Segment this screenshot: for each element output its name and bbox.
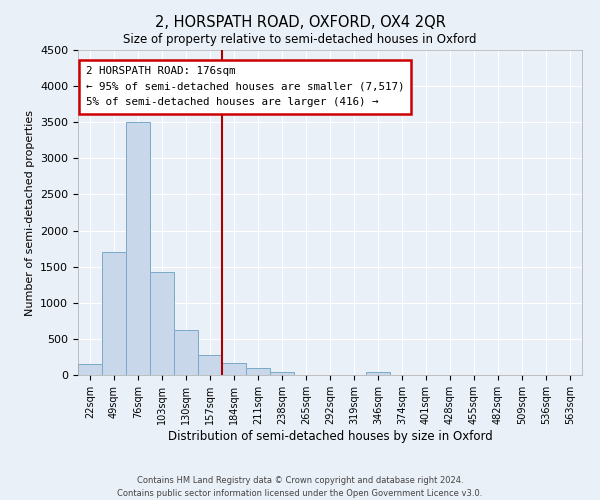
- X-axis label: Distribution of semi-detached houses by size in Oxford: Distribution of semi-detached houses by …: [167, 430, 493, 442]
- Text: 2, HORSPATH ROAD, OXFORD, OX4 2QR: 2, HORSPATH ROAD, OXFORD, OX4 2QR: [155, 15, 445, 30]
- Bar: [102, 252, 126, 375]
- Bar: [198, 355, 222, 375]
- Bar: [366, 372, 390, 375]
- Bar: [246, 368, 270, 375]
- Text: Contains HM Land Registry data © Crown copyright and database right 2024.
Contai: Contains HM Land Registry data © Crown c…: [118, 476, 482, 498]
- Text: Size of property relative to semi-detached houses in Oxford: Size of property relative to semi-detach…: [123, 32, 477, 46]
- Bar: [126, 122, 150, 375]
- Bar: [78, 364, 102, 375]
- Text: 2 HORSPATH ROAD: 176sqm
← 95% of semi-detached houses are smaller (7,517)
5% of : 2 HORSPATH ROAD: 176sqm ← 95% of semi-de…: [86, 66, 404, 108]
- Y-axis label: Number of semi-detached properties: Number of semi-detached properties: [25, 110, 35, 316]
- Bar: [270, 372, 294, 375]
- Bar: [222, 362, 246, 375]
- Bar: [150, 272, 174, 375]
- Bar: [174, 330, 198, 375]
